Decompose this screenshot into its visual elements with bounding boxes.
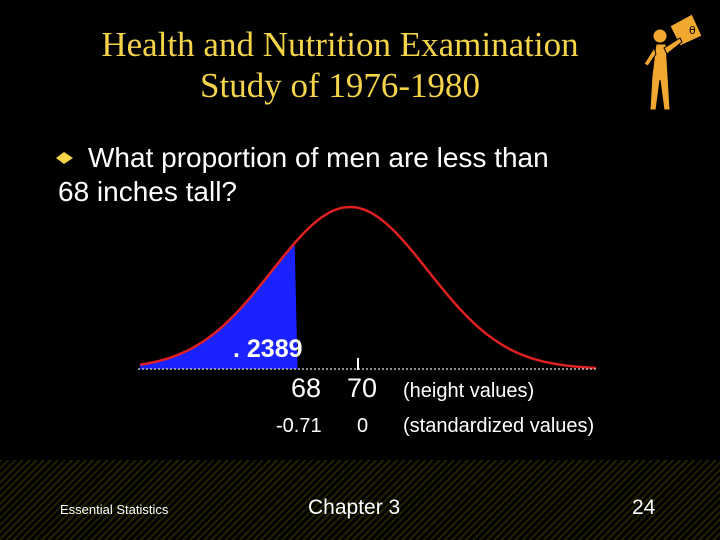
normal-curve xyxy=(139,205,597,370)
figure-holding-sign-icon: θ xyxy=(643,14,702,111)
normal-curve-diagram xyxy=(138,205,598,370)
standardized-value-neg: -0.71 xyxy=(276,415,322,437)
bullet-marker-icon xyxy=(56,152,73,164)
footer-page-number: 24 xyxy=(632,496,656,519)
bullet-line-1: What proportion of men are less than xyxy=(88,142,549,173)
title-line-2: Study of 1976-1980 xyxy=(200,66,480,105)
footer-chapter: Chapter 3 xyxy=(308,496,401,519)
height-values-caption: (height values) xyxy=(403,380,535,402)
bullet-question: What proportion of men are less than 68 … xyxy=(56,141,658,209)
height-value-68: 68 xyxy=(291,373,322,403)
svg-text:θ: θ xyxy=(689,24,696,37)
bullet-line-2: 68 inches tall? xyxy=(58,176,238,207)
title-line-1: Health and Nutrition Examination xyxy=(101,25,579,64)
slide-title: Health and Nutrition Examination Study o… xyxy=(40,24,640,106)
standardized-values-caption: (standardized values) xyxy=(403,415,595,437)
shaded-area-label: . 2389 xyxy=(233,335,303,363)
footer-band xyxy=(0,460,720,540)
height-value-70: 70 xyxy=(347,373,378,403)
shaded-area xyxy=(140,243,298,369)
standardized-value-zero: 0 xyxy=(357,415,369,437)
footer-course-name: Essential Statistics xyxy=(60,502,169,517)
